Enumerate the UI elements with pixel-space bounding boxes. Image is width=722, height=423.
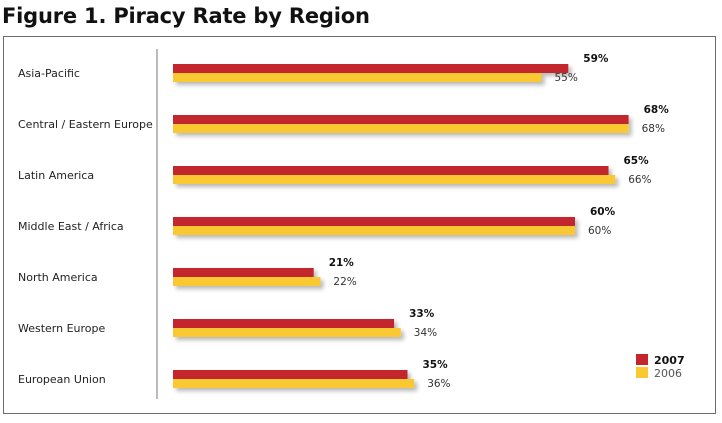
category-label-central-eastern-europe: Central / Eastern Europe xyxy=(18,118,153,131)
legend-swatch-2006 xyxy=(636,367,648,378)
data-label-2006-european-union: 36% xyxy=(427,378,450,390)
bar-2006-middle-east-africa xyxy=(173,226,575,235)
data-label-2007-latin-america: 65% xyxy=(624,155,650,167)
category-label-north-america: North America xyxy=(18,271,98,284)
data-label-2007-asia-pacific: 59% xyxy=(583,53,609,65)
data-label-2007-north-america: 21% xyxy=(329,257,355,269)
data-label-2007-european-union: 35% xyxy=(423,359,449,371)
category-label-middle-east-africa: Middle East / Africa xyxy=(18,220,124,233)
bar-2007-latin-america xyxy=(173,166,609,175)
data-label-2006-asia-pacific: 55% xyxy=(555,72,578,84)
category-label-asia-pacific: Asia-Pacific xyxy=(18,67,80,80)
data-label-2006-central-eastern-europe: 68% xyxy=(642,123,665,135)
bar-2006-central-eastern-europe xyxy=(173,124,629,133)
data-label-2006-latin-america: 66% xyxy=(628,174,651,186)
bar-2006-latin-america xyxy=(173,175,616,184)
bar-2006-north-america xyxy=(173,277,321,286)
bar-2007-central-eastern-europe xyxy=(173,115,629,124)
data-label-2007-western-europe: 33% xyxy=(409,308,435,320)
data-label-2007-middle-east-africa: 60% xyxy=(590,206,616,218)
legend-swatch-2007 xyxy=(636,354,648,365)
bar-2006-asia-pacific xyxy=(173,73,542,82)
data-label-2006-middle-east-africa: 60% xyxy=(588,225,611,237)
data-label-2007-central-eastern-europe: 68% xyxy=(644,104,670,116)
bar-2006-european-union xyxy=(173,379,415,388)
category-label-latin-america: Latin America xyxy=(18,169,94,182)
chart-title: Figure 1. Piracy Rate by Region xyxy=(2,4,370,28)
bar-2007-middle-east-africa xyxy=(173,217,575,226)
bar-2006-western-europe xyxy=(173,328,401,337)
chart-frame: Asia-Pacific Central / Eastern Europe Lati… xyxy=(3,36,716,414)
bar-2007-european-union xyxy=(173,370,408,379)
bar-2007-western-europe xyxy=(173,319,395,328)
chart-plot: Asia-Pacific Central / Eastern Europe Lati… xyxy=(18,49,685,399)
legend-label-2006: 2006 xyxy=(654,367,682,380)
category-label-european-union: European Union xyxy=(18,373,106,386)
bar-2007-north-america xyxy=(173,268,314,277)
legend-label-2007: 2007 xyxy=(654,354,685,367)
data-label-2006-north-america: 22% xyxy=(333,276,356,288)
bar-2007-asia-pacific xyxy=(173,64,569,73)
data-label-2006-western-europe: 34% xyxy=(414,327,437,339)
category-label-western-europe: Western Europe xyxy=(18,322,106,335)
